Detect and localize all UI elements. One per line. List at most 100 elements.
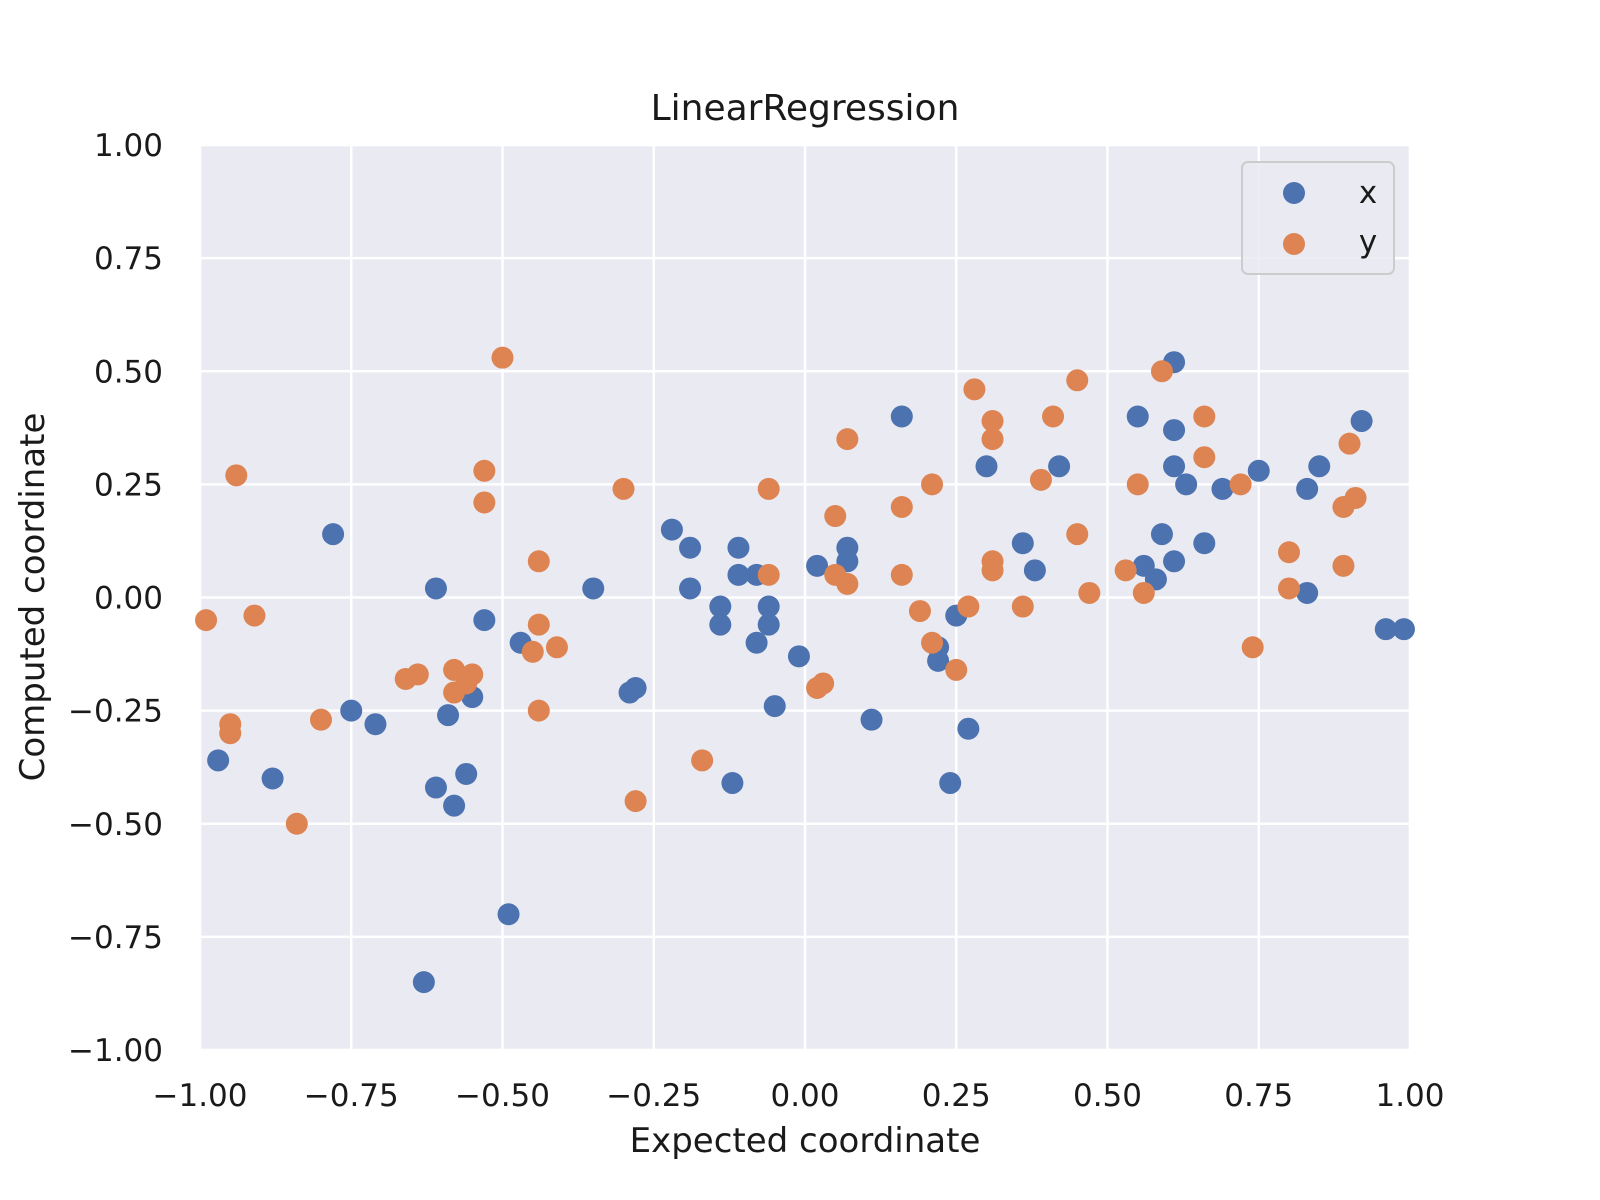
data-point-y: [891, 564, 913, 586]
x-tick-label: −1.00: [153, 1078, 248, 1114]
data-point-x: [1351, 410, 1373, 432]
data-point-x: [425, 777, 447, 799]
chart-title: LinearRegression: [651, 88, 960, 129]
data-point-y: [824, 505, 846, 527]
data-point-x: [661, 519, 683, 541]
data-point-y: [963, 378, 985, 400]
data-point-x: [976, 455, 998, 477]
data-point-x: [1163, 550, 1185, 572]
data-point-x: [764, 695, 786, 717]
data-point-x: [727, 537, 749, 559]
data-point-x: [861, 709, 883, 731]
data-point-y: [1030, 469, 1052, 491]
data-point-y: [891, 496, 913, 518]
data-point-x: [437, 704, 459, 726]
data-point-y: [613, 478, 635, 500]
y-axis-label: Computed coordinate: [13, 413, 53, 782]
data-point-y: [528, 700, 550, 722]
data-point-y: [310, 709, 332, 731]
x-tick-label: −0.50: [455, 1078, 550, 1114]
data-point-x: [473, 609, 495, 631]
data-point-y: [758, 478, 780, 500]
x-tick-label: 0.25: [922, 1078, 991, 1114]
data-point-y: [225, 464, 247, 486]
y-tick-label: 0.00: [94, 581, 163, 617]
data-point-y: [286, 813, 308, 835]
data-point-x: [425, 577, 447, 599]
data-point-x: [1193, 532, 1215, 554]
x-tick-label: 0.50: [1073, 1078, 1142, 1114]
data-point-y: [1278, 541, 1300, 563]
data-point-y: [219, 722, 241, 744]
data-point-y: [528, 550, 550, 572]
data-point-y: [528, 614, 550, 636]
data-point-y: [957, 596, 979, 618]
data-point-x: [939, 772, 961, 794]
data-point-y: [945, 659, 967, 681]
y-tick-label: 0.75: [94, 241, 163, 277]
x-axis-label: Expected coordinate: [630, 1121, 981, 1161]
data-point-y: [1339, 433, 1361, 455]
data-point-y: [1115, 559, 1137, 581]
data-point-y: [982, 428, 1004, 450]
data-point-y: [836, 573, 858, 595]
data-point-x: [836, 537, 858, 559]
data-point-x: [443, 795, 465, 817]
data-point-y: [546, 636, 568, 658]
data-point-x: [1127, 406, 1149, 428]
data-point-x: [1248, 460, 1270, 482]
data-point-y: [492, 347, 514, 369]
data-point-x: [788, 645, 810, 667]
data-point-y: [921, 473, 943, 495]
x-tick-label: 1.00: [1375, 1078, 1444, 1114]
data-point-x: [413, 971, 435, 993]
data-point-y: [473, 460, 495, 482]
data-point-y: [1345, 487, 1367, 509]
legend-label-y: y: [1359, 224, 1377, 260]
data-point-x: [746, 632, 768, 654]
data-point-y: [1332, 555, 1354, 577]
x-tick-label: 0.00: [770, 1078, 839, 1114]
data-point-x: [364, 713, 386, 735]
data-point-y: [625, 790, 647, 812]
data-point-x: [758, 614, 780, 636]
data-point-y: [195, 609, 217, 631]
data-point-y: [522, 641, 544, 663]
data-point-y: [1230, 473, 1252, 495]
data-point-y: [407, 663, 429, 685]
data-point-x: [1163, 455, 1185, 477]
data-point-y: [1242, 636, 1264, 658]
data-point-x: [322, 523, 344, 545]
y-tick-label: −0.75: [68, 920, 163, 956]
data-point-x: [1012, 532, 1034, 554]
data-point-y: [1193, 406, 1215, 428]
data-point-x: [891, 406, 913, 428]
data-point-x: [498, 903, 520, 925]
data-point-x: [1296, 478, 1318, 500]
legend-label-x: x: [1359, 175, 1377, 211]
data-point-x: [262, 768, 284, 790]
data-point-y: [1012, 596, 1034, 618]
x-tick-label: −0.75: [304, 1078, 399, 1114]
data-point-y: [909, 600, 931, 622]
data-point-y: [1278, 577, 1300, 599]
data-point-y: [473, 491, 495, 513]
data-point-x: [207, 749, 229, 771]
legend: x y: [1242, 162, 1394, 274]
data-point-y: [1066, 369, 1088, 391]
data-point-y: [1127, 473, 1149, 495]
x-axis-ticks: −1.00 −0.75 −0.50 −0.25 0.00 0.25 0.50 0.75 1.00: [153, 1078, 1445, 1114]
y-tick-label: −1.00: [68, 1033, 163, 1069]
data-point-y: [1066, 523, 1088, 545]
y-tick-label: 0.50: [94, 354, 163, 390]
data-point-x: [1048, 455, 1070, 477]
data-point-x: [1151, 523, 1173, 545]
data-point-y: [1133, 582, 1155, 604]
data-point-x: [709, 614, 731, 636]
data-point-x: [721, 772, 743, 794]
data-point-y: [836, 428, 858, 450]
data-point-y: [758, 564, 780, 586]
legend-marker-y: [1283, 233, 1305, 255]
data-point-x: [582, 577, 604, 599]
y-tick-label: 0.25: [94, 467, 163, 503]
